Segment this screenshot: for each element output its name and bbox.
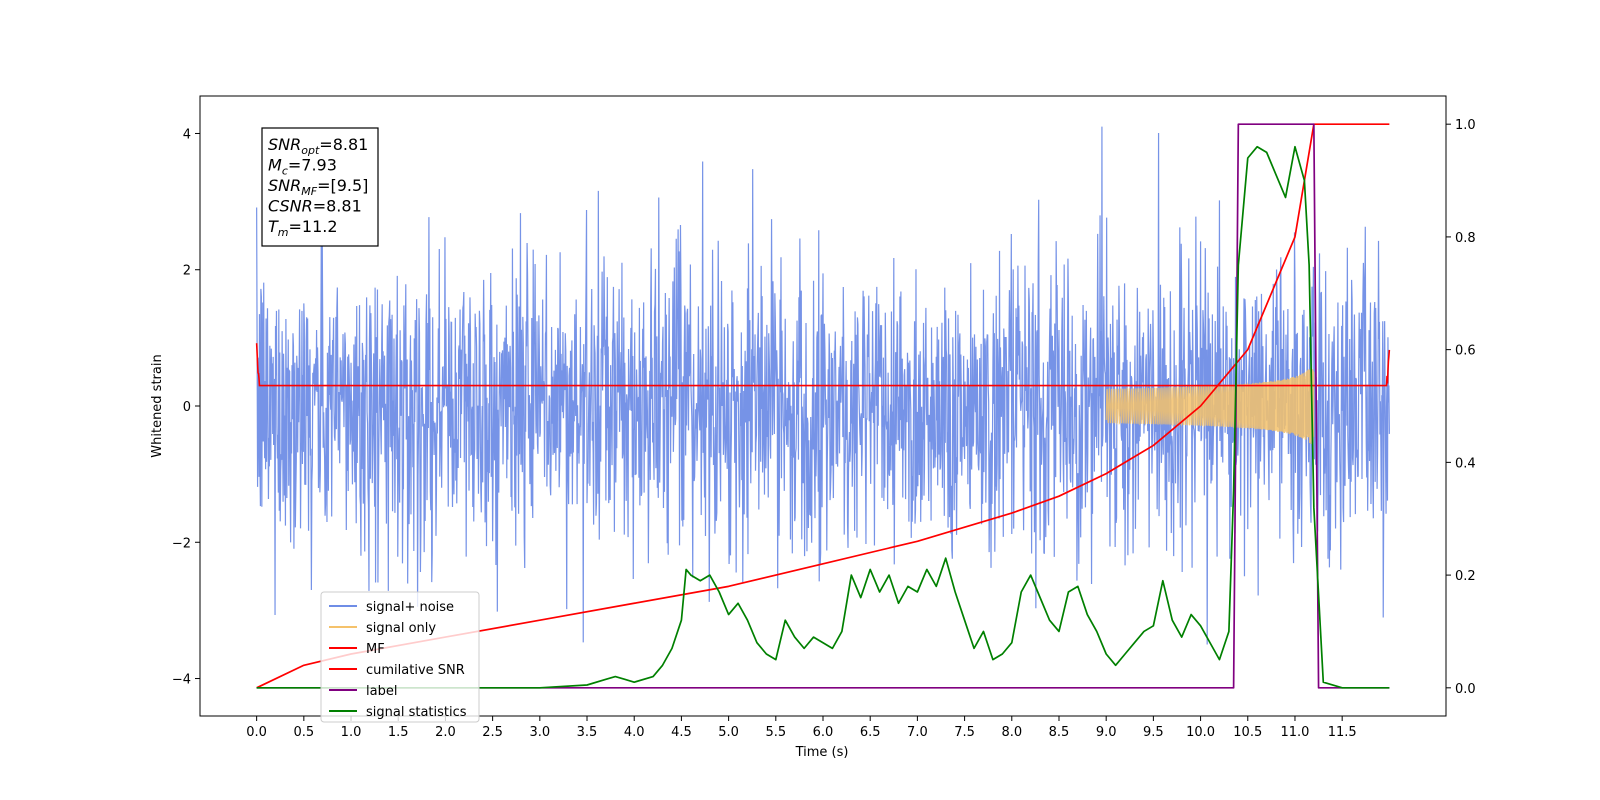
annotation-value: =11.2 [289, 217, 338, 236]
x-tick-label: 4.0 [624, 725, 645, 740]
y-axis-ticks: 4 2 0 −2 −4 [172, 127, 200, 688]
legend-label: label [366, 684, 397, 699]
x-axis-label: Time (s) [795, 745, 849, 760]
x-tick-label: 0.0 [246, 725, 267, 740]
y2-tick-label: 0.4 [1455, 456, 1476, 471]
y2-tick-label: 0.2 [1455, 569, 1476, 584]
y-tick-label: −2 [172, 536, 191, 551]
x-tick-label: 2.0 [435, 725, 456, 740]
series-signal-noise [256, 126, 1390, 645]
x-tick-label: 1.0 [341, 725, 362, 740]
x-tick-label: 5.0 [718, 725, 739, 740]
annotation-box: SNRopt=8.81Mc=7.93SNRMF=[9.5]CSNR=8.81Tm… [261, 127, 379, 247]
x-tick-label: 9.5 [1143, 725, 1164, 740]
legend-frame [320, 591, 480, 723]
annotation-symbol: CSNR [268, 197, 313, 216]
x-tick-label: 11.0 [1280, 725, 1309, 740]
annotation-subscript: opt [301, 144, 320, 157]
x-axis-ticks: 0.0 0.5 1.0 1.5 2.0 2.5 3.0 3.5 4.0 4.5 5.0 5.5 6.0 6… [246, 716, 1357, 740]
y2-tick-label: 1.0 [1455, 118, 1476, 133]
y-tick-label: 4 [183, 127, 191, 142]
x-tick-label: 8.5 [1049, 725, 1070, 740]
legend-label: cumilative SNR [366, 663, 465, 678]
annotation-line: SNRMF=[9.5] [268, 176, 368, 198]
series-label [256, 123, 1390, 689]
annotation-frame [261, 127, 379, 247]
annotation-value: =7.93 [288, 156, 337, 175]
y-axis-label: Whitened strain [150, 354, 165, 457]
annotation-line: Mc=7.93 [268, 156, 337, 178]
legend-label: signal statistics [366, 705, 467, 720]
x-tick-label: 1.5 [388, 725, 409, 740]
y-tick-label: 2 [183, 264, 191, 279]
x-tick-label: 4.5 [671, 725, 692, 740]
annotation-subscript: c [282, 165, 288, 178]
series-signal-statistics [256, 145, 1390, 689]
y2-tick-label: 0.0 [1455, 682, 1476, 697]
x-tick-label: 6.5 [860, 725, 881, 740]
y2-axis-ticks: 1.0 0.8 0.6 0.4 0.2 0.0 [1446, 118, 1476, 697]
series-signal-only [1105, 366, 1315, 444]
legend-label: signal+ noise [366, 600, 454, 615]
legend-label: MF [366, 642, 385, 657]
annotation-subscript: m [278, 226, 289, 239]
annotation-line: Tm=11.2 [268, 217, 338, 239]
annotation-symbol: M [268, 156, 282, 175]
y2-tick-label: 0.8 [1455, 231, 1476, 246]
series-mf [255, 343, 1391, 387]
x-tick-label: 7.5 [954, 725, 975, 740]
x-tick-label: 7.0 [907, 725, 928, 740]
x-tick-label: 0.5 [293, 725, 314, 740]
x-tick-label: 10.5 [1233, 725, 1262, 740]
y-tick-label: 0 [183, 400, 191, 415]
x-tick-label: 3.5 [577, 725, 598, 740]
annotation-lines: SNRopt=8.81Mc=7.93SNRMF=[9.5]CSNR=8.81Tm… [268, 135, 368, 239]
legend: signal+ noise signal only MF cumilative SNR… [320, 591, 480, 723]
y-tick-label: −4 [172, 673, 191, 688]
annotation-symbol: T [268, 217, 279, 236]
legend-label: signal only [366, 621, 436, 636]
x-tick-label: 10.0 [1186, 725, 1215, 740]
annotation-symbol: SNR [268, 176, 301, 195]
x-tick-label: 11.5 [1328, 725, 1357, 740]
annotation-symbol: SNR [268, 135, 301, 154]
y2-tick-label: 0.6 [1455, 344, 1476, 359]
annotation-value: =[9.5] [317, 176, 368, 195]
annotation-value: =8.81 [313, 197, 362, 216]
annotation-value: =8.81 [319, 135, 368, 154]
x-tick-label: 3.0 [529, 725, 550, 740]
x-tick-label: 8.0 [1001, 725, 1022, 740]
x-tick-label: 5.5 [765, 725, 786, 740]
x-tick-label: 2.5 [482, 725, 503, 740]
annotation-subscript: MF [301, 185, 317, 198]
annotation-line: CSNR=8.81 [268, 197, 362, 216]
legend-entries: signal+ noise signal only MF cumilative SNR… [329, 600, 467, 720]
x-tick-label: 6.0 [813, 725, 834, 740]
annotation-line: SNRopt=8.81 [268, 135, 368, 157]
x-tick-label: 9.0 [1096, 725, 1117, 740]
